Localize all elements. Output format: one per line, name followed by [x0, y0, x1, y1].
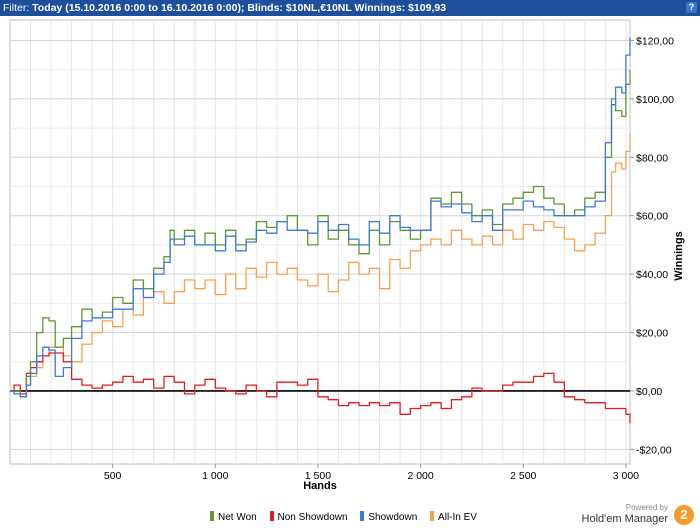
powered-by-badge: Powered by Hold'em Manager 2 — [582, 503, 694, 527]
y-tick-label: -$20,00 — [636, 444, 672, 456]
filter-bar: Filter: Today (15.10.2016 0:00 to 16.10.… — [0, 0, 700, 16]
filter-prefix: Filter: — [3, 2, 33, 14]
y-axis-label: Winnings — [673, 231, 685, 280]
product-name: Hold'em Manager — [581, 513, 668, 525]
filter-text: Today (15.10.2016 0:00 to 16.10.2016 0:0… — [32, 2, 352, 14]
legend-swatch — [430, 511, 435, 521]
series-line-all-in-ev — [10, 133, 631, 398]
series-line-non-showdown — [10, 352, 631, 424]
x-axis-label: Hands — [303, 480, 337, 492]
y-tick-label: $100,00 — [636, 94, 674, 106]
legend-swatch — [269, 511, 274, 521]
legend-swatch — [360, 511, 365, 521]
winnings-summary: Winnings: $109,93 — [351, 2, 447, 14]
x-tick-label: 2 500 — [510, 470, 536, 482]
legend-item-net-won[interactable]: Net Won — [210, 511, 257, 523]
legend-item-all-in-ev[interactable]: All-In EV — [430, 511, 477, 523]
y-tick-label: $40,00 — [636, 269, 668, 281]
powered-by-label: Powered by — [625, 503, 668, 512]
plot-area — [9, 19, 631, 465]
x-tick-label: 2 000 — [407, 470, 433, 482]
winnings-graph: 500 1 000 1 500 2 000 2 500 3 000 -$20,00 $0,0… — [9, 19, 685, 492]
y-tick-label: $0,00 — [636, 386, 662, 398]
legend: Net Won Non Showdown Showdown All-In EV — [210, 511, 487, 525]
y-axis-ticks: -$20,00 $0,00 $20,00 $40,00 $60,00 $80,00 $100… — [630, 35, 674, 456]
x-tick-label: 1 000 — [202, 470, 228, 482]
series-lines — [10, 37, 631, 424]
series-line-showdown — [10, 37, 631, 398]
legend-label: Net Won — [218, 512, 257, 523]
holdem-manager-logo-icon: 2 — [674, 505, 694, 525]
y-tick-label: $60,00 — [636, 211, 668, 223]
y-tick-label: $20,00 — [636, 328, 668, 340]
legend-item-non-showdown[interactable]: Non Showdown — [269, 511, 348, 523]
legend-label: Non Showdown — [277, 512, 348, 523]
legend-swatch — [210, 511, 214, 521]
legend-item-showdown[interactable]: Showdown — [360, 511, 417, 523]
y-tick-label: $120,00 — [636, 35, 674, 47]
x-tick-label: 500 — [104, 470, 122, 482]
question-icon[interactable]: ? — [686, 2, 697, 13]
x-tick-label: 1 500 — [305, 470, 331, 482]
legend-label: Showdown — [368, 512, 418, 523]
x-axis-ticks: 500 1 000 1 500 2 000 2 500 3 000 — [104, 464, 639, 482]
legend-label: All-In EV — [438, 512, 477, 523]
y-tick-label: $80,00 — [636, 152, 668, 164]
x-tick-label: 3 000 — [613, 470, 639, 482]
